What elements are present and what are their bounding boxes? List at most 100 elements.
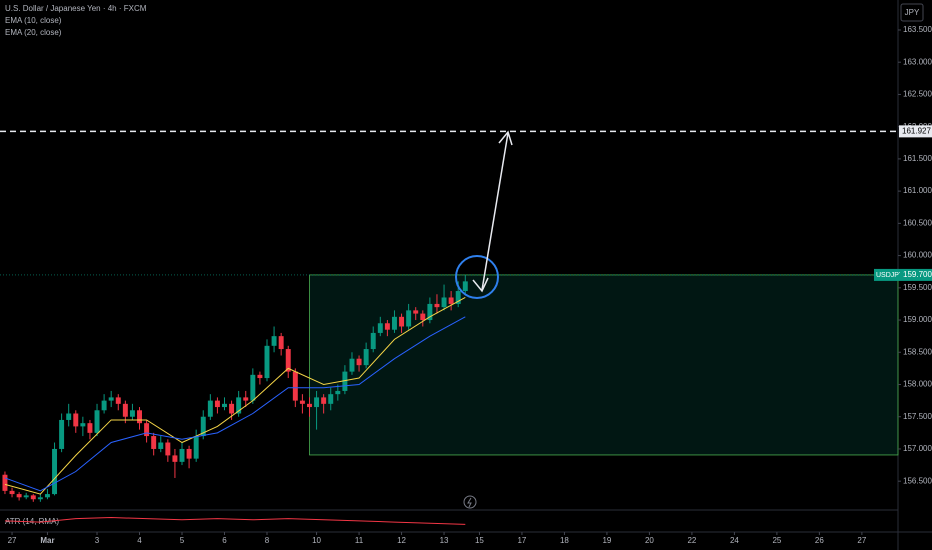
alert-icon[interactable]: [463, 495, 477, 509]
candle-body: [420, 313, 426, 321]
arrow-head: [472, 277, 489, 293]
y-tick-label: 159.000: [903, 315, 932, 324]
x-tick-label: 27: [8, 536, 17, 545]
candle-body: [342, 371, 348, 391]
x-tick-label: 18: [560, 536, 569, 545]
x-tick-label: Mar: [40, 536, 54, 545]
candle-body: [455, 291, 461, 304]
candle-body: [80, 423, 86, 427]
candle-body: [434, 303, 440, 308]
x-tick-label: 3: [95, 536, 100, 545]
candle-body: [314, 397, 320, 408]
x-tick-label: 6: [222, 536, 227, 545]
arrow-head: [498, 130, 513, 146]
zone: [309, 274, 899, 456]
x-tick-label: 20: [645, 536, 654, 545]
x-tick-label: 8: [265, 536, 270, 545]
candle-body: [229, 403, 235, 414]
symbol-label: USDJPY: [876, 272, 904, 279]
candle-body: [250, 374, 256, 401]
x-tick-label: 15: [475, 536, 484, 545]
currency-label[interactable]: JPY: [905, 8, 920, 17]
x-tick-label: 27: [857, 536, 866, 545]
y-tick-label: 156.500: [903, 476, 932, 485]
candle-body: [222, 403, 227, 408]
candle-body: [144, 423, 150, 437]
candle-body: [328, 394, 334, 404]
candle-body: [59, 419, 65, 449]
candle-body: [243, 397, 249, 401]
candle-body: [363, 349, 369, 366]
candle-body: [115, 397, 121, 404]
x-tick-label: 11: [355, 536, 364, 545]
x-tick-label: 26: [815, 536, 824, 545]
candle-body: [122, 403, 128, 417]
candle-body: [299, 400, 305, 404]
candle-body: [94, 410, 100, 433]
candle-body: [285, 349, 291, 372]
chart-title: U.S. Dollar / Japanese Yen · 4h · FXCM: [5, 4, 147, 13]
legend-entry: EMA (20, close): [5, 28, 62, 37]
last-price-box: [900, 268, 932, 281]
x-tick-label: 22: [687, 536, 696, 545]
candle-body: [73, 413, 79, 427]
ema-line: [4, 297, 466, 495]
y-tick-label: 160.000: [903, 251, 932, 260]
x-tick-label: 17: [517, 536, 526, 545]
candle-body: [200, 416, 206, 437]
y-tick-label: 159.500: [903, 283, 932, 292]
candle-body: [30, 495, 36, 500]
x-tick-label: 12: [397, 536, 406, 545]
x-tick-label: 24: [730, 536, 739, 545]
candle-body: [172, 455, 178, 462]
candle-body: [214, 400, 220, 408]
candle-body: [321, 397, 327, 404]
candle-body: [193, 436, 199, 459]
y-tick-label: 161.500: [903, 154, 932, 163]
symbol-box: [874, 268, 900, 281]
y-tick-label: 163.000: [903, 57, 932, 66]
y-tick-label: 157.000: [903, 444, 932, 453]
candle-body: [16, 494, 22, 498]
candle-body: [257, 374, 263, 379]
candle-body: [413, 310, 419, 314]
x-tick-label: 13: [440, 536, 449, 545]
x-tick-label: 25: [772, 536, 781, 545]
plot: [0, 130, 899, 502]
candle-body: [44, 494, 50, 498]
candle-body: [165, 442, 171, 456]
y-tick-label: 162.500: [903, 90, 932, 99]
candle-body: [236, 397, 242, 414]
candle-body: [179, 448, 185, 462]
candle-body: [391, 316, 397, 330]
last-price-label: 159.700: [903, 270, 932, 279]
candle-body: [151, 436, 157, 449]
candle-body: [158, 442, 164, 449]
candle-body: [101, 400, 107, 411]
highlight-circle: [455, 255, 499, 299]
candle-body: [87, 423, 93, 433]
target-price-label: 161.927: [902, 126, 931, 135]
currency-button[interactable]: [900, 3, 924, 22]
candle-body: [66, 413, 72, 420]
candle-body: [349, 358, 355, 372]
x-tick-label: 19: [602, 536, 611, 545]
candle-body: [448, 297, 454, 304]
y-tick-label: 163.500: [903, 25, 932, 34]
candle-body: [271, 336, 277, 346]
candle-body: [137, 410, 142, 424]
candle-body: [307, 403, 312, 408]
candle-body: [406, 310, 412, 327]
x-tick-label: 5: [180, 536, 185, 545]
candle-body: [384, 323, 390, 330]
candle-body: [186, 448, 192, 459]
candle-body: [335, 390, 341, 395]
candle-body: [37, 497, 43, 500]
candle-body: [52, 448, 58, 495]
target-price-box: [899, 125, 932, 138]
candle-body: [2, 474, 8, 491]
candle-body: [108, 397, 114, 401]
ema-line: [4, 316, 466, 492]
y-tick-label: 157.500: [903, 412, 932, 421]
